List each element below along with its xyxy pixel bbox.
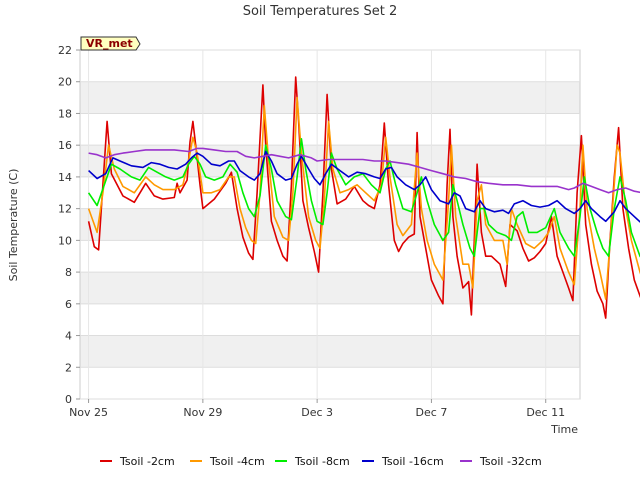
chart-title: Soil Temperatures Set 2 (243, 4, 398, 19)
background-band (80, 208, 580, 241)
y-tick-label: 16 (58, 139, 72, 152)
legend-label: Tsoil -4cm (209, 455, 265, 468)
series-line-tsoil-4cm (87, 96, 640, 300)
series-line-tsoil-2cm (87, 76, 640, 319)
series-line-tsoil-8cm (87, 138, 640, 258)
background-band (80, 335, 580, 368)
x-tick-label: Dec 3 (301, 406, 333, 419)
legend-label: Tsoil -32cm (479, 455, 542, 468)
vr-met-badge: VR_met (80, 36, 141, 51)
x-tick-label: Nov 29 (183, 406, 222, 419)
x-tick-label: Dec 7 (416, 406, 448, 419)
data-series (87, 76, 640, 319)
gridlines (80, 49, 580, 400)
plot-background-bands (80, 81, 580, 368)
y-tick-label: 22 (58, 44, 72, 57)
y-tick-label: 12 (58, 203, 72, 216)
x-axis-ticks: Nov 25 Nov 29 Dec 3 Dec 7 Dec 11 (69, 399, 565, 419)
series-line-tsoil-16cm (88, 150, 640, 223)
legend: Tsoil -2cm Tsoil -4cm Tsoil -8cm Tsoil -16c… (100, 455, 542, 468)
x-tick-label: Nov 25 (69, 406, 108, 419)
y-tick-label: 10 (58, 234, 72, 247)
x-tick-label: Dec 11 (526, 406, 565, 419)
legend-label: Tsoil -16cm (381, 455, 444, 468)
y-axis-label: Soil Temperature (C) (7, 169, 20, 282)
background-band (80, 81, 580, 114)
y-tick-label: 6 (65, 298, 72, 311)
y-tick-label: 14 (58, 171, 72, 184)
y-tick-label: 2 (65, 361, 72, 374)
y-axis-ticks: 0 2 4 6 8 10 12 14 16 18 20 22 (58, 44, 80, 406)
x-axis-label: Time (550, 423, 578, 436)
background-band (80, 272, 580, 304)
y-tick-label: 0 (65, 393, 72, 406)
legend-label: Tsoil -2cm (119, 455, 175, 468)
y-tick-label: 4 (65, 330, 72, 343)
y-tick-label: 20 (58, 76, 72, 89)
y-tick-label: 18 (58, 107, 72, 120)
series-line-tsoil-32cm (88, 147, 640, 194)
badge-label: VR_met (86, 37, 133, 50)
legend-label: Tsoil -8cm (294, 455, 350, 468)
y-tick-label: 8 (65, 266, 72, 279)
badge-shape (80, 36, 141, 51)
